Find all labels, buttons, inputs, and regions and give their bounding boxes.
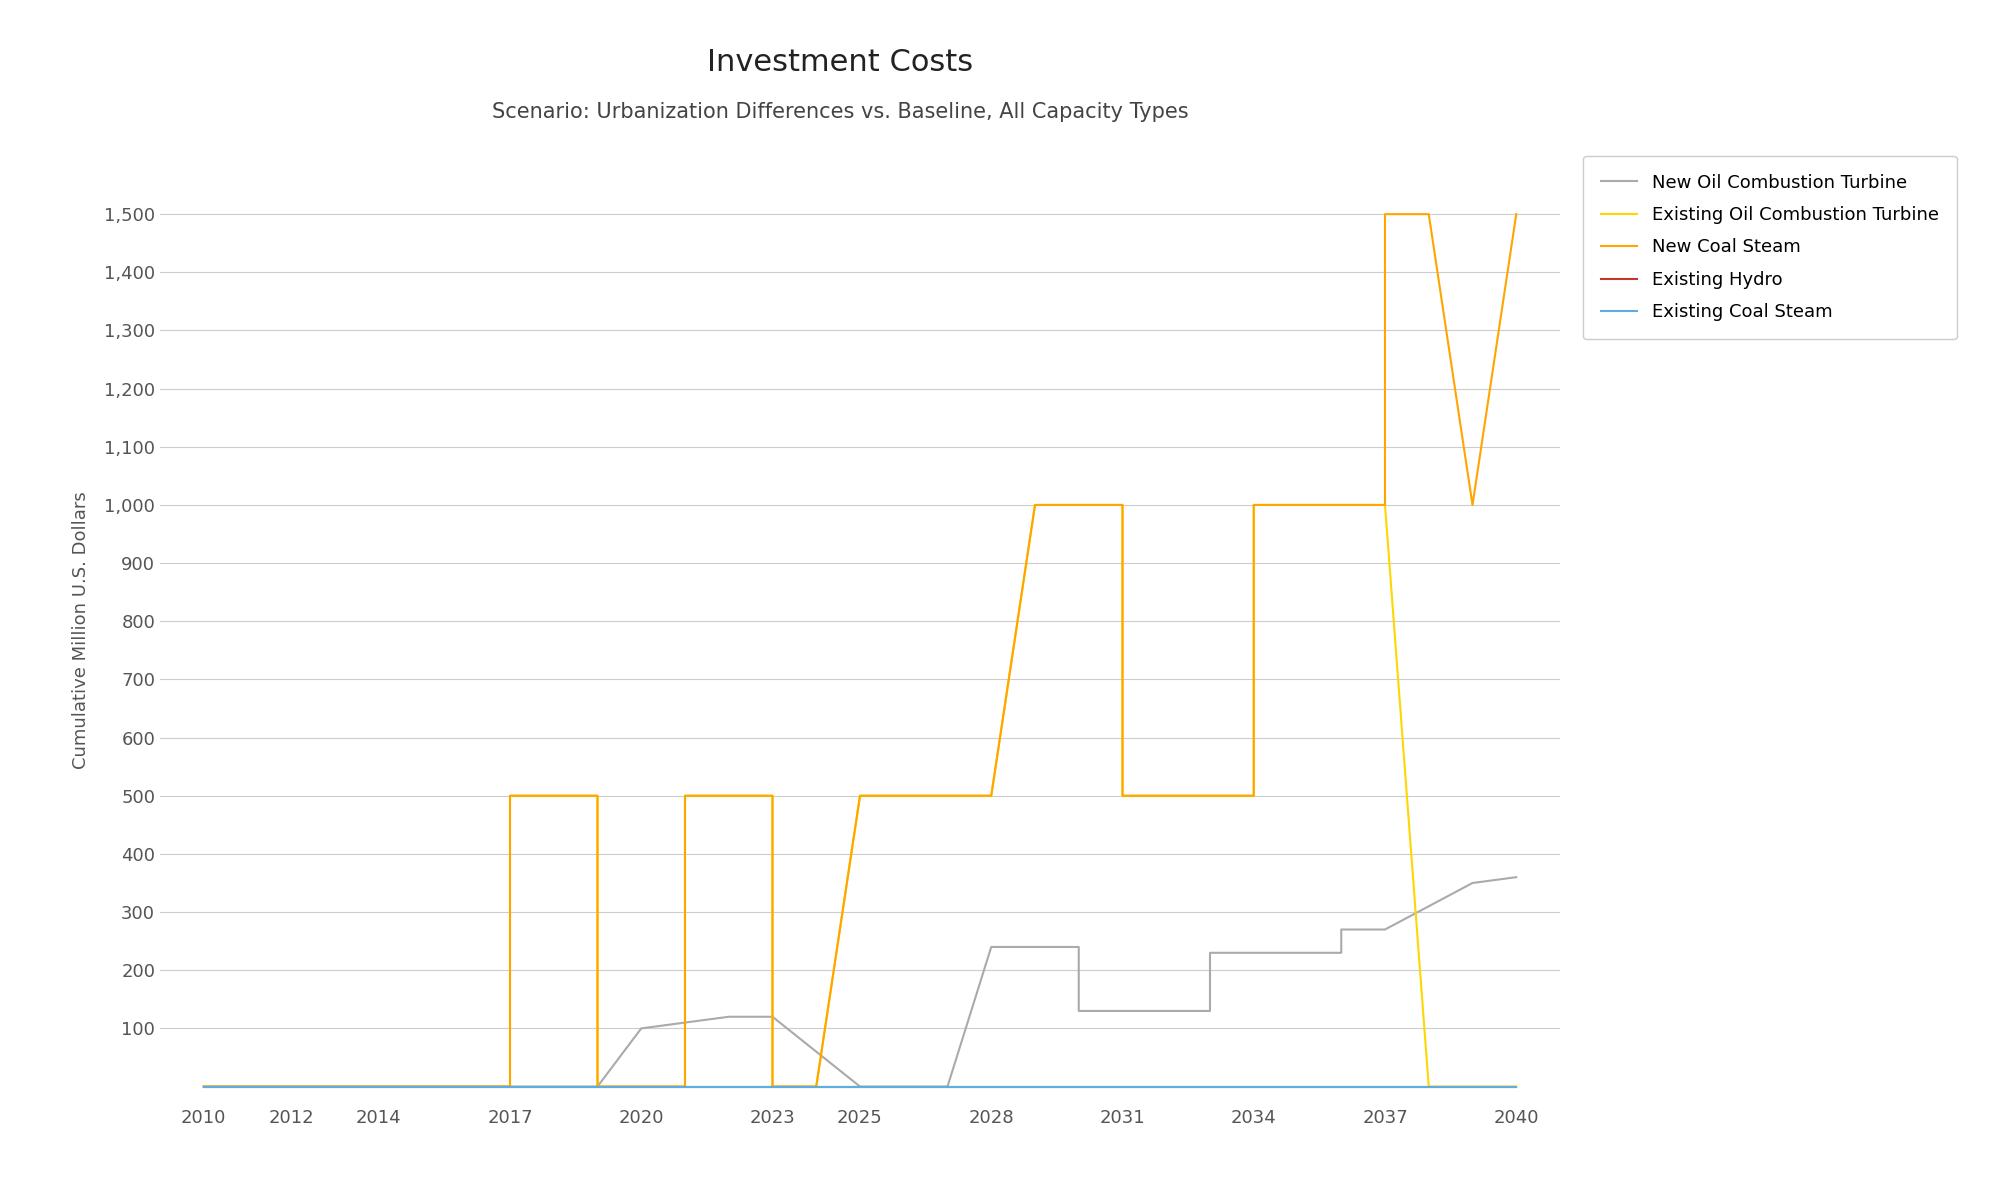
New Oil Combustion Turbine: [1198, 1003, 1222, 1018]
Existing Oil Combustion Turbine: [542, 788, 566, 803]
New Oil Combustion Turbine: [1242, 946, 1266, 960]
Existing Oil Combustion Turbine: [1504, 1079, 1528, 1093]
Existing Oil Combustion Turbine: [1110, 788, 1134, 803]
Existing Oil Combustion Turbine: [192, 1079, 216, 1093]
Existing Oil Combustion Turbine: [1460, 1079, 1484, 1093]
New Oil Combustion Turbine: [980, 940, 1004, 954]
New Coal Steam: [586, 788, 610, 803]
New Oil Combustion Turbine: [760, 1009, 784, 1024]
New Oil Combustion Turbine: [630, 1021, 654, 1036]
New Oil Combustion Turbine: [586, 1079, 610, 1093]
Existing Oil Combustion Turbine: [586, 788, 610, 803]
New Coal Steam: [980, 788, 1004, 803]
Text: Investment Costs: Investment Costs: [706, 48, 974, 77]
New Oil Combustion Turbine: [1330, 923, 1354, 937]
Legend: New Oil Combustion Turbine, Existing Oil Combustion Turbine, New Coal Steam, Exi: New Oil Combustion Turbine, Existing Oil…: [1584, 156, 1956, 340]
New Oil Combustion Turbine: [716, 1009, 740, 1024]
New Oil Combustion Turbine: [760, 1009, 784, 1024]
New Coal Steam: [498, 788, 522, 803]
New Oil Combustion Turbine: [1198, 946, 1222, 960]
New Oil Combustion Turbine: [630, 1021, 654, 1036]
Existing Oil Combustion Turbine: [498, 788, 522, 803]
Existing Oil Combustion Turbine: [1372, 498, 1396, 512]
New Coal Steam: [1242, 498, 1266, 512]
New Oil Combustion Turbine: [1110, 1003, 1134, 1018]
New Coal Steam: [1372, 498, 1396, 512]
New Coal Steam: [1110, 498, 1134, 512]
Existing Oil Combustion Turbine: [936, 788, 960, 803]
New Coal Steam: [1504, 206, 1528, 221]
Text: Scenario: Urbanization Differences vs. Baseline, All Capacity Types: Scenario: Urbanization Differences vs. B…: [492, 102, 1188, 122]
Existing Oil Combustion Turbine: [672, 1079, 698, 1093]
Line: New Oil Combustion Turbine: New Oil Combustion Turbine: [204, 877, 1516, 1086]
New Coal Steam: [672, 1079, 698, 1093]
New Coal Steam: [1022, 498, 1048, 512]
New Oil Combustion Turbine: [848, 1079, 872, 1093]
New Coal Steam: [630, 1079, 654, 1093]
New Oil Combustion Turbine: [936, 1079, 960, 1093]
Existing Oil Combustion Turbine: [586, 1079, 610, 1093]
New Coal Steam: [672, 788, 698, 803]
Existing Oil Combustion Turbine: [716, 788, 740, 803]
Existing Oil Combustion Turbine: [980, 788, 1004, 803]
New Oil Combustion Turbine: [1504, 870, 1528, 884]
Existing Oil Combustion Turbine: [1022, 498, 1048, 512]
New Coal Steam: [192, 1079, 216, 1093]
New Oil Combustion Turbine: [192, 1079, 216, 1093]
New Coal Steam: [542, 788, 566, 803]
Existing Oil Combustion Turbine: [804, 1079, 828, 1093]
New Coal Steam: [716, 788, 740, 803]
New Oil Combustion Turbine: [1066, 940, 1090, 954]
Existing Oil Combustion Turbine: [630, 1079, 654, 1093]
New Coal Steam: [936, 788, 960, 803]
New Oil Combustion Turbine: [1460, 876, 1484, 890]
New Oil Combustion Turbine: [1110, 1003, 1134, 1018]
Existing Oil Combustion Turbine: [1416, 1079, 1440, 1093]
Line: New Coal Steam: New Coal Steam: [204, 214, 1516, 1086]
Existing Oil Combustion Turbine: [1242, 498, 1266, 512]
New Oil Combustion Turbine: [498, 1079, 522, 1093]
Existing Oil Combustion Turbine: [1110, 498, 1134, 512]
Line: Existing Oil Combustion Turbine: Existing Oil Combustion Turbine: [204, 505, 1516, 1086]
New Oil Combustion Turbine: [1372, 923, 1396, 937]
New Coal Steam: [498, 1079, 522, 1093]
Existing Oil Combustion Turbine: [454, 1079, 478, 1093]
New Coal Steam: [804, 1079, 828, 1093]
Existing Oil Combustion Turbine: [848, 788, 872, 803]
New Coal Steam: [1066, 498, 1090, 512]
New Oil Combustion Turbine: [1066, 1003, 1090, 1018]
Existing Oil Combustion Turbine: [1066, 498, 1090, 512]
Existing Oil Combustion Turbine: [760, 1079, 784, 1093]
New Oil Combustion Turbine: [1372, 923, 1396, 937]
New Coal Steam: [454, 1079, 478, 1093]
New Oil Combustion Turbine: [1242, 946, 1266, 960]
New Coal Steam: [1460, 498, 1484, 512]
New Oil Combustion Turbine: [1330, 946, 1354, 960]
New Oil Combustion Turbine: [366, 1079, 390, 1093]
Existing Oil Combustion Turbine: [1242, 788, 1266, 803]
New Oil Combustion Turbine: [892, 1079, 916, 1093]
New Oil Combustion Turbine: [586, 1079, 610, 1093]
New Coal Steam: [760, 1079, 784, 1093]
New Coal Steam: [1416, 206, 1440, 221]
New Oil Combustion Turbine: [848, 1079, 872, 1093]
New Coal Steam: [1110, 788, 1134, 803]
New Oil Combustion Turbine: [716, 1009, 740, 1024]
Existing Oil Combustion Turbine: [1372, 498, 1396, 512]
New Coal Steam: [1242, 788, 1266, 803]
New Oil Combustion Turbine: [542, 1079, 566, 1093]
Existing Oil Combustion Turbine: [672, 788, 698, 803]
New Oil Combustion Turbine: [980, 940, 1004, 954]
Y-axis label: Cumulative Million U.S. Dollars: Cumulative Million U.S. Dollars: [72, 491, 90, 769]
Existing Oil Combustion Turbine: [760, 788, 784, 803]
New Coal Steam: [586, 1079, 610, 1093]
Existing Oil Combustion Turbine: [498, 1079, 522, 1093]
New Coal Steam: [760, 788, 784, 803]
New Coal Steam: [1372, 206, 1396, 221]
New Coal Steam: [848, 788, 872, 803]
